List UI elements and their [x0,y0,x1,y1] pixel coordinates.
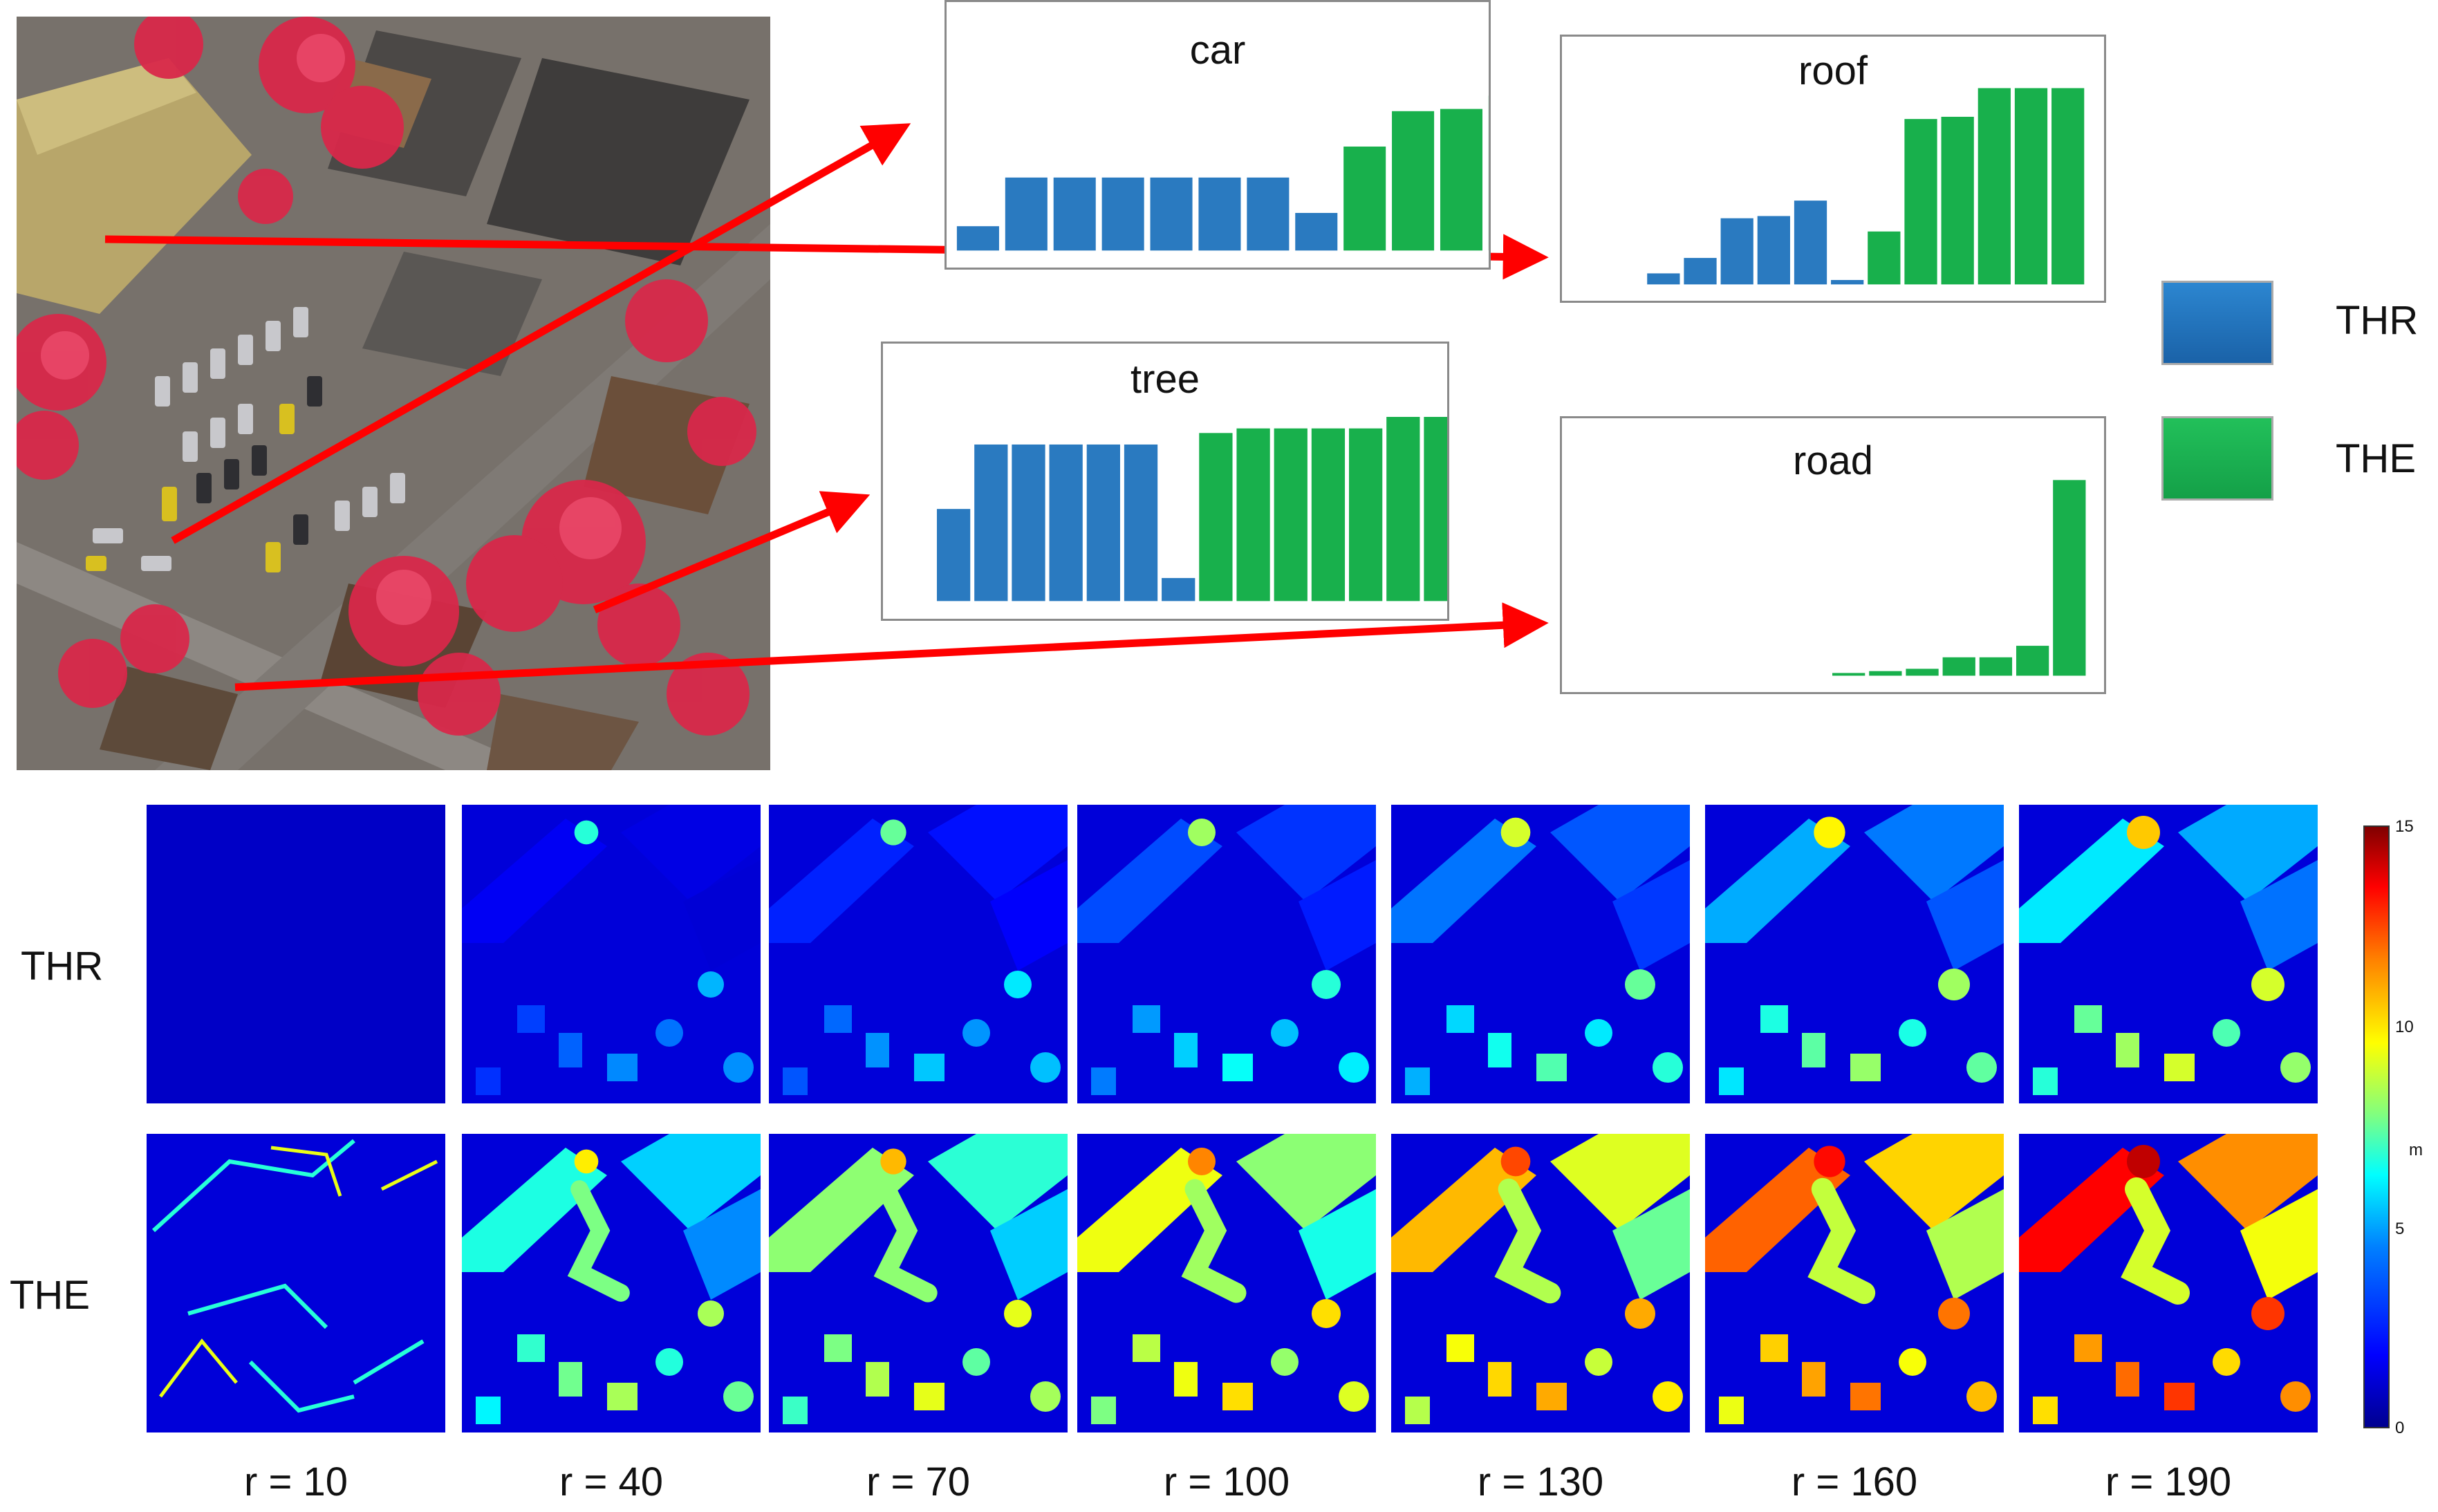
heatmap-thr-4 [1391,805,1690,1103]
histogram-roof: roof [1560,35,2106,303]
histogram-title: car [1189,28,1246,73]
heatmap-the-1 [462,1134,761,1432]
bar-thr-3 [1101,177,1144,251]
legend-label-the: THE [2336,436,2416,481]
bar-thr-6 [1247,177,1290,251]
bar-the-1 [1904,119,1937,285]
bar-thr-7 [1295,212,1338,251]
bar-the-2 [1906,669,1939,676]
bar-the-1 [1236,428,1270,601]
bar-the-5 [2016,646,2049,676]
heatmap-thr-6 [2019,805,2318,1103]
bar-thr-6 [1162,578,1195,601]
heatmap-thr-0 [147,805,445,1103]
bar-thr-0 [956,226,999,251]
histogram-tree: tree [881,342,1449,621]
colorbar-tick-0: 0 [2395,1419,2405,1437]
bar-the-2 [1440,109,1483,251]
bar-the-0 [1343,146,1386,251]
bar-the-1 [1869,671,1902,676]
heatmap-thr-3 [1077,805,1376,1103]
bar-thr-1 [974,444,1008,601]
histogram-car: car [945,0,1491,270]
bar-the-2 [1274,428,1308,601]
heatmap-the-6 [2019,1134,2318,1432]
bar-the-0 [1868,231,1901,285]
heatmap-the-3 [1077,1134,1376,1432]
legend-label-thr: THR [2336,298,2419,343]
radius-label-5: r = 160 [1791,1459,1918,1504]
histogram-title: road [1792,438,1874,483]
bar-thr-4 [1086,444,1120,601]
radius-label-0: r = 10 [244,1459,348,1504]
bar-thr-5 [1198,177,1241,251]
heatmap-the-4 [1391,1134,1690,1432]
radius-label-4: r = 130 [1477,1459,1604,1504]
bar-thr-2 [1720,218,1753,285]
bar-the-3 [1978,88,2011,285]
bar-the-6 [2053,480,2086,676]
heatmap-the-2 [769,1134,1068,1432]
bar-the-6 [1424,417,1447,601]
colorbar-tick-5: 5 [2395,1220,2405,1238]
legend-swatch-thr [2161,281,2273,365]
radius-label-2: r = 70 [866,1459,970,1504]
histogram-road: road [1560,416,2106,694]
colorbar-tick-10: 10 [2395,1018,2414,1036]
bar-thr-3 [1757,216,1790,285]
bar-the-0 [1832,673,1865,676]
radius-label-6: r = 190 [2105,1459,2232,1504]
bar-the-3 [1942,657,1975,676]
heatmap-the-5 [1705,1134,2004,1432]
bar-the-5 [1386,417,1420,601]
bar-thr-5 [1831,279,1864,285]
bar-thr-0 [1647,273,1680,285]
histogram-title: roof [1798,48,1868,93]
bar-the-1 [1392,111,1435,251]
bar-the-2 [1941,116,1974,285]
bar-the-5 [2051,88,2085,285]
heatmap-thr-2 [769,805,1068,1103]
bar-thr-3 [1049,444,1083,601]
radius-label-3: r = 100 [1163,1459,1290,1504]
row-label-thr: THR [21,944,104,989]
bar-thr-1 [1005,177,1048,251]
legend-swatch-the [2161,416,2273,501]
bar-thr-1 [1684,258,1717,285]
bar-the-4 [2014,88,2048,285]
bar-thr-2 [1012,444,1045,601]
aerial-image [17,17,770,770]
bar-the-4 [1979,657,2013,676]
heatmap-the-0 [147,1134,445,1432]
colorbar-unit: m [2409,1141,2423,1159]
histogram-title: tree [1130,357,1200,402]
bar-thr-4 [1150,177,1193,251]
bar-thr-0 [936,509,971,601]
colorbar-tick-15: 15 [2395,817,2414,836]
colorbar [2363,825,2390,1428]
bar-thr-2 [1053,177,1096,251]
bar-the-4 [1348,428,1383,601]
bar-the-0 [1199,433,1233,601]
heatmap-thr-1 [462,805,761,1103]
heatmap-thr-5 [1705,805,2004,1103]
radius-label-1: r = 40 [559,1459,663,1504]
bar-thr-5 [1124,444,1158,601]
bar-the-3 [1311,428,1346,601]
bar-thr-4 [1794,200,1827,285]
row-label-the: THE [10,1273,90,1318]
